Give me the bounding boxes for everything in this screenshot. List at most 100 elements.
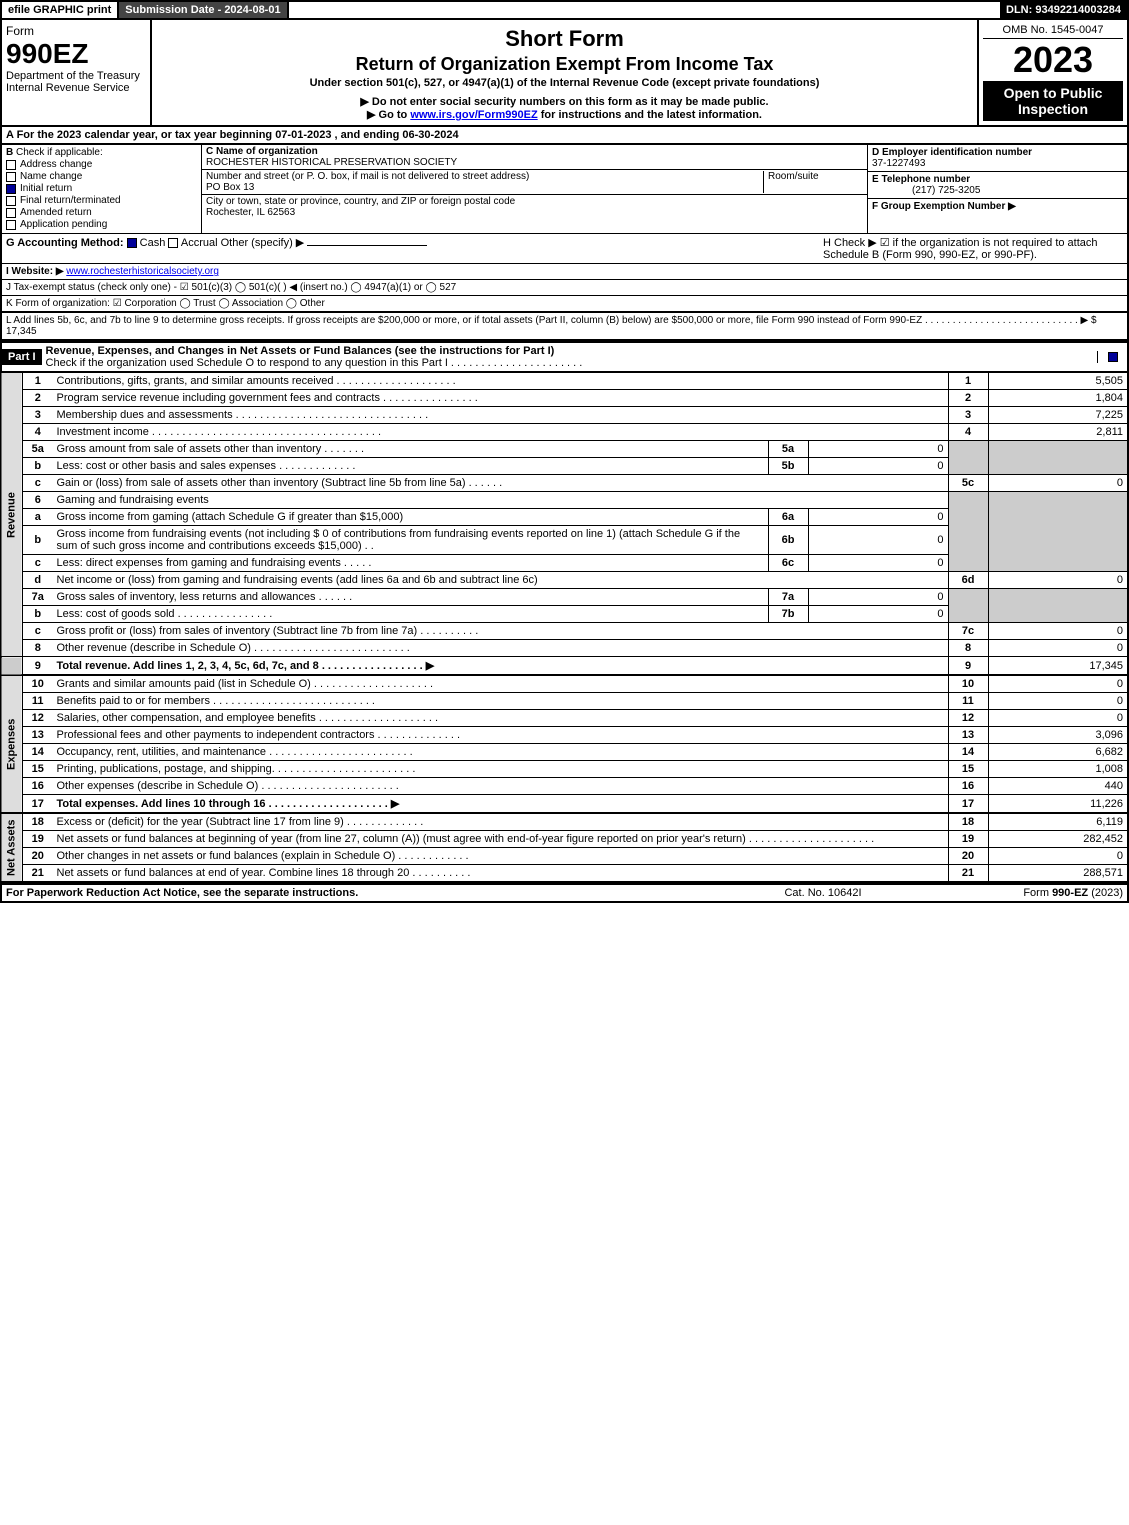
section-def: D Employer identification number37-12274… [867, 145, 1127, 233]
l20-desc: Other changes in net assets or fund bala… [53, 848, 949, 865]
footer-catno: Cat. No. 10642I [723, 887, 923, 899]
form-number: 990EZ [6, 38, 146, 70]
side-netassets: Net Assets [1, 813, 23, 882]
l14-box: 14 [948, 744, 988, 761]
l15-val: 1,008 [988, 761, 1128, 778]
i-label: I Website: ▶ [6, 266, 64, 277]
l17-desc: Total expenses. Add lines 10 through 16 … [53, 795, 949, 814]
lbl-name-change: Name change [20, 171, 82, 182]
lbl-accrual: Accrual [181, 237, 218, 249]
chk-initial-return[interactable] [6, 184, 16, 194]
l11-val: 0 [988, 693, 1128, 710]
irs-link[interactable]: www.irs.gov/Form990EZ [410, 109, 537, 121]
chk-address-change[interactable] [6, 160, 16, 170]
chk-application-pending[interactable] [6, 220, 16, 230]
l6a-desc: Gross income from gaming (attach Schedul… [53, 509, 769, 526]
l1-desc: Contributions, gifts, grants, and simila… [53, 373, 949, 390]
chk-final-return[interactable] [6, 196, 16, 206]
l7a-subval: 0 [808, 589, 948, 606]
l5b-desc: Less: cost or other basis and sales expe… [53, 458, 769, 475]
f-grp-label: F Group Exemption Number ▶ [872, 201, 1016, 212]
l7b-subval: 0 [808, 606, 948, 623]
h-text: H Check ▶ ☑ if the organization is not r… [823, 236, 1123, 261]
dln-label: DLN: 93492214003284 [1000, 2, 1127, 18]
dept-treasury: Department of the Treasury [6, 70, 146, 82]
l5c-val: 0 [988, 475, 1128, 492]
g-label: G Accounting Method: [6, 237, 124, 249]
l11-box: 11 [948, 693, 988, 710]
omb-number: OMB No. 1545-0047 [983, 24, 1123, 39]
l13-box: 13 [948, 727, 988, 744]
lbl-cash: Cash [140, 237, 166, 249]
l8-desc: Other revenue (describe in Schedule O) .… [53, 640, 949, 657]
row-k: K Form of organization: ☑ Corporation ◯ … [0, 296, 1129, 313]
room-label: Room/suite [768, 171, 819, 182]
efile-label[interactable]: efile GRAPHIC print [2, 2, 117, 18]
l5a-subval: 0 [808, 441, 948, 458]
l6b-desc: Gross income from fundraising events (no… [53, 526, 769, 555]
l3-box: 3 [948, 407, 988, 424]
form-label: Form [6, 24, 146, 38]
b-label: B [6, 147, 13, 158]
l5b-subval: 0 [808, 458, 948, 475]
l12-val: 0 [988, 710, 1128, 727]
org-city: Rochester, IL 62563 [206, 207, 295, 218]
chk-amended[interactable] [6, 208, 16, 218]
l16-box: 16 [948, 778, 988, 795]
chk-name-change[interactable] [6, 172, 16, 182]
l2-box: 2 [948, 390, 988, 407]
l10-val: 0 [988, 675, 1128, 693]
row-g-h: G Accounting Method: Cash Accrual Other … [0, 234, 1129, 264]
l7a-sub: 7a [768, 589, 808, 606]
l14-desc: Occupancy, rent, utilities, and maintena… [53, 744, 949, 761]
l19-val: 282,452 [988, 831, 1128, 848]
l1-val: 5,505 [988, 373, 1128, 390]
l7b-desc: Less: cost of goods sold . . . . . . . .… [53, 606, 769, 623]
l17-box: 17 [948, 795, 988, 814]
l16-val: 440 [988, 778, 1128, 795]
section-a: A For the 2023 calendar year, or tax yea… [0, 125, 1129, 145]
lbl-initial-return: Initial return [20, 183, 72, 194]
l10-desc: Grants and similar amounts paid (list in… [53, 675, 949, 693]
l8-val: 0 [988, 640, 1128, 657]
c-city-label: City or town, state or province, country… [206, 196, 515, 207]
l13-val: 3,096 [988, 727, 1128, 744]
lbl-final-return: Final return/terminated [20, 195, 121, 206]
submission-date: Submission Date - 2024-08-01 [117, 2, 288, 18]
l14-val: 6,682 [988, 744, 1128, 761]
chk-cash[interactable] [127, 238, 137, 248]
l5a-desc: Gross amount from sale of assets other t… [53, 441, 769, 458]
l20-val: 0 [988, 848, 1128, 865]
ein-value: 37-1227493 [872, 158, 925, 169]
section-bcd: B Check if applicable: Address change Na… [0, 145, 1129, 234]
l6c-sub: 6c [768, 555, 808, 572]
chk-accrual[interactable] [168, 238, 178, 248]
footer-formno: Form 990-EZ (2023) [923, 887, 1123, 899]
tel-value: (217) 725-3205 [872, 185, 980, 196]
title-short-form: Short Form [158, 26, 971, 52]
top-bar: efile GRAPHIC print Submission Date - 20… [0, 0, 1129, 20]
l6c-subval: 0 [808, 555, 948, 572]
l11-desc: Benefits paid to or for members . . . . … [53, 693, 949, 710]
l21-val: 288,571 [988, 865, 1128, 883]
l18-desc: Excess or (deficit) for the year (Subtra… [53, 813, 949, 831]
website-link[interactable]: www.rochesterhistoricalsociety.org [66, 266, 219, 277]
part1-title: Revenue, Expenses, and Changes in Net As… [46, 345, 555, 357]
side-expenses: Expenses [1, 675, 23, 813]
form-header: Form 990EZ Department of the Treasury In… [0, 20, 1129, 125]
l9-val: 17,345 [988, 657, 1128, 676]
row-i: I Website: ▶ www.rochesterhistoricalsoci… [0, 264, 1129, 280]
row-j: J Tax-exempt status (check only one) - ☑… [0, 280, 1129, 296]
l7c-desc: Gross profit or (loss) from sales of inv… [53, 623, 949, 640]
l21-desc: Net assets or fund balances at end of ye… [53, 865, 949, 883]
l12-desc: Salaries, other compensation, and employ… [53, 710, 949, 727]
e-tel-label: E Telephone number [872, 174, 970, 185]
note-link: ▶ Go to www.irs.gov/Form990EZ for instru… [156, 108, 973, 121]
note-ssn: ▶ Do not enter social security numbers o… [156, 95, 973, 108]
footer: For Paperwork Reduction Act Notice, see … [0, 883, 1129, 903]
l4-val: 2,811 [988, 424, 1128, 441]
footer-notice: For Paperwork Reduction Act Notice, see … [6, 887, 723, 899]
org-addr: PO Box 13 [206, 182, 254, 193]
dept-irs: Internal Revenue Service [6, 82, 146, 94]
chk-part1-scho[interactable] [1108, 352, 1118, 362]
